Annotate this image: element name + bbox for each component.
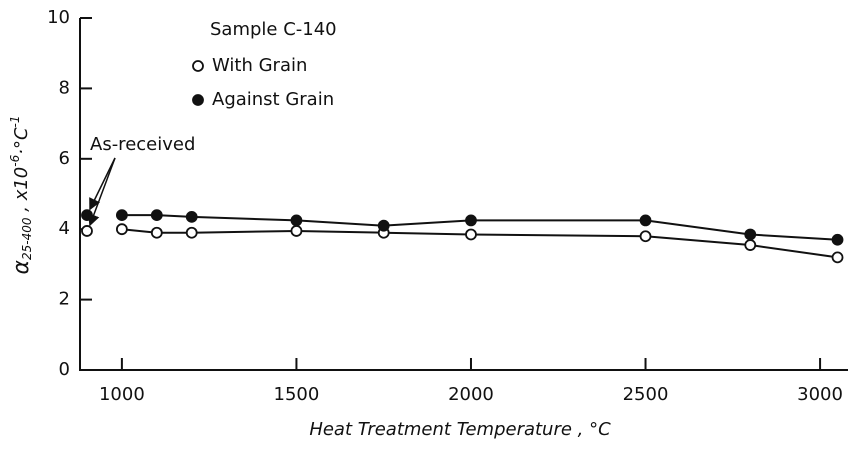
y-axis-label: α25-400 , x10-6·°C-1 [8, 116, 35, 275]
legend-marker [192, 60, 204, 72]
marker [290, 225, 303, 237]
marker [81, 225, 93, 237]
legend-label: With Grain [212, 55, 307, 76]
marker [185, 226, 198, 239]
legend-marker [192, 94, 204, 106]
x-tick-label: 1500 [274, 384, 320, 405]
marker [115, 223, 128, 236]
x-tick-label: 2000 [448, 384, 494, 405]
y-tick-label: 8 [59, 77, 70, 98]
y-tick-label: 0 [59, 359, 70, 380]
marker [115, 209, 128, 222]
marker [150, 209, 163, 222]
y-tick-label: 10 [47, 7, 70, 28]
annotation: As-received [90, 134, 195, 155]
x-tick-label: 2500 [623, 384, 669, 405]
marker [377, 219, 390, 232]
marker [81, 209, 93, 222]
legend-label: Against Grain [212, 89, 334, 110]
annotation-arrow [89, 157, 116, 211]
legend-title: Sample C-140 [210, 19, 337, 40]
y-tick-label: 4 [59, 218, 70, 239]
marker [639, 230, 652, 243]
marker [465, 214, 477, 227]
marker [831, 233, 844, 246]
marker [290, 214, 303, 227]
x-tick-label: 1000 [99, 384, 145, 405]
marker [831, 251, 844, 264]
marker [150, 226, 163, 239]
y-tick-label: 2 [59, 289, 70, 310]
annotation-arrow [88, 157, 116, 227]
marker [465, 228, 477, 241]
x-tick-label: 3000 [797, 384, 843, 405]
y-tick-label: 6 [59, 148, 70, 169]
marker [744, 228, 757, 241]
marker [639, 214, 652, 227]
marker [744, 239, 757, 251]
marker [185, 210, 198, 223]
series-line [121, 214, 838, 241]
x-axis-label: Heat Treatment Temperature , °C [309, 419, 611, 440]
series-line [121, 228, 838, 259]
